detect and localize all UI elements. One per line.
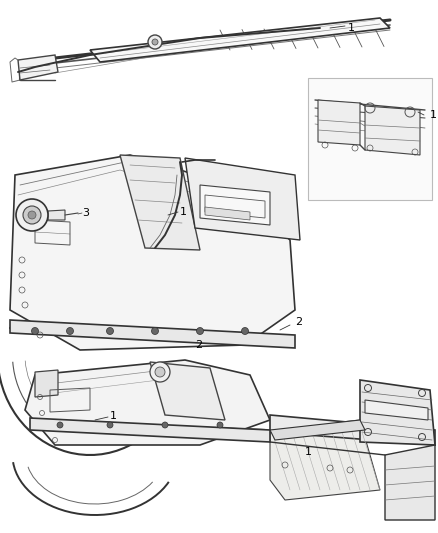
Polygon shape [185,158,300,240]
Polygon shape [120,155,200,250]
Polygon shape [10,320,295,348]
Polygon shape [25,360,270,445]
Circle shape [107,422,113,428]
Text: 2: 2 [295,317,302,327]
Circle shape [152,39,158,45]
Circle shape [28,211,36,219]
Polygon shape [360,380,435,445]
Polygon shape [270,420,365,440]
Circle shape [217,422,223,428]
Circle shape [32,327,39,335]
Polygon shape [10,155,295,350]
Polygon shape [308,78,432,200]
Circle shape [155,367,165,377]
Circle shape [197,327,204,335]
Circle shape [148,35,162,49]
Polygon shape [48,210,65,220]
Circle shape [162,422,168,428]
Circle shape [57,422,63,428]
Text: 1: 1 [430,110,437,120]
Circle shape [152,327,159,335]
Polygon shape [18,55,58,80]
Circle shape [67,327,74,335]
Polygon shape [270,415,435,445]
Text: 1: 1 [305,447,312,457]
Circle shape [106,327,113,335]
Polygon shape [35,370,58,397]
Polygon shape [270,420,380,500]
Polygon shape [365,106,420,155]
Circle shape [23,206,41,224]
Polygon shape [200,185,270,225]
Circle shape [150,362,170,382]
Text: 3: 3 [82,208,89,218]
Circle shape [16,199,48,231]
Circle shape [241,327,248,335]
Text: 1: 1 [348,23,355,33]
Text: 1: 1 [180,207,187,217]
Polygon shape [318,100,360,145]
Polygon shape [385,445,435,520]
Text: 1: 1 [110,411,117,421]
Text: 2: 2 [195,340,202,350]
Polygon shape [90,18,390,62]
Polygon shape [150,362,225,420]
Polygon shape [365,400,428,420]
Polygon shape [30,418,270,442]
Polygon shape [205,207,250,220]
